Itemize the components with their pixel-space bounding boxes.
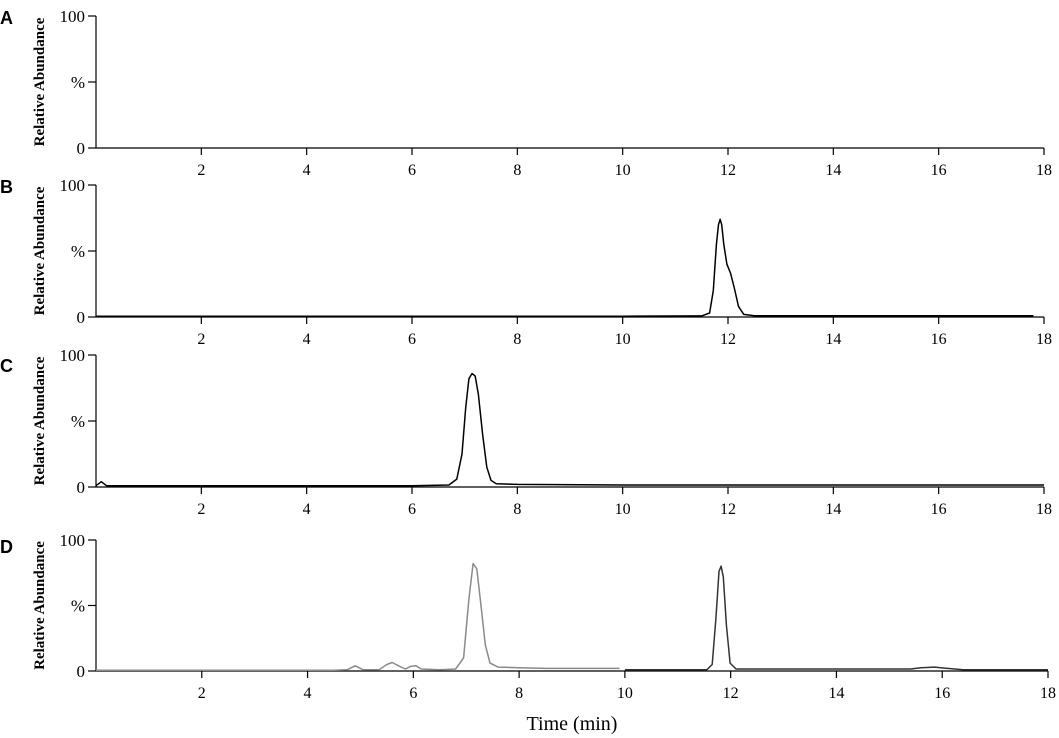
x-tick-label: 16 bbox=[931, 162, 947, 179]
y-axis-label: Relative Abundance bbox=[32, 541, 48, 670]
y-tick-label: % bbox=[71, 412, 85, 431]
y-axis-label: Relative Abundance bbox=[32, 356, 48, 485]
panel-letter: D bbox=[0, 537, 13, 557]
x-tick-label: 6 bbox=[408, 331, 416, 348]
x-tick-label: 14 bbox=[825, 501, 841, 518]
chromatogram-trace bbox=[95, 372, 1044, 487]
x-tick-label: 10 bbox=[617, 685, 633, 702]
y-tick-label: 0 bbox=[77, 478, 86, 497]
panel-D: D Relative Abundance 0% 100 2 4 6 8 10 12 14 16 18 bbox=[0, 531, 1056, 702]
x-tick-label: 16 bbox=[934, 685, 950, 702]
x-tick-label: 12 bbox=[720, 501, 736, 518]
x-tick-label: 18 bbox=[1040, 685, 1056, 702]
x-tick-label: 18 bbox=[1036, 501, 1052, 518]
x-tick-label: 16 bbox=[931, 331, 947, 348]
x-tick-label: 8 bbox=[513, 501, 521, 518]
x-tick-label: 12 bbox=[723, 685, 739, 702]
panel-letter: C bbox=[0, 356, 13, 376]
y-tick-label: 100 bbox=[60, 531, 86, 550]
y-tick-label: 0 bbox=[77, 662, 86, 681]
x-tick-label: 18 bbox=[1036, 162, 1052, 179]
chromatogram-trace bbox=[96, 562, 620, 672]
x-tick-label: 4 bbox=[303, 501, 311, 518]
x-tick-label: 16 bbox=[931, 501, 947, 518]
x-tick-label: 6 bbox=[408, 501, 416, 518]
panel-letter: A bbox=[0, 8, 13, 28]
x-tick-label: 2 bbox=[198, 685, 206, 702]
y-tick-label: 100 bbox=[60, 7, 86, 26]
y-tick-label: % bbox=[71, 597, 85, 616]
x-tick-label: 2 bbox=[197, 331, 205, 348]
x-tick-label: 8 bbox=[515, 685, 523, 702]
x-tick-label: 6 bbox=[408, 162, 416, 179]
y-tick-label: % bbox=[71, 73, 85, 92]
panel-A: A Relative Abundance 0% 100 2 4 6 8 10 12 14 16 18 bbox=[0, 7, 1052, 179]
y-tick-label: 0 bbox=[77, 139, 86, 158]
y-tick-label: % bbox=[71, 242, 85, 261]
x-tick-label: 12 bbox=[720, 162, 736, 179]
x-tick-label: 18 bbox=[1036, 331, 1052, 348]
x-tick-label: 8 bbox=[513, 331, 521, 348]
panel-B: B Relative Abundance 0% 100 2 4 6 8 10 12 14 16 18 bbox=[0, 176, 1052, 348]
x-tick-label: 10 bbox=[615, 162, 631, 179]
x-tick-label: 2 bbox=[197, 162, 205, 179]
x-tick-label: 12 bbox=[720, 331, 736, 348]
y-axis-label: Relative Abundance bbox=[32, 186, 48, 315]
panel-C: C Relative Abundance 0% 100 2 4 6 8 10 12 14 16 18 bbox=[0, 346, 1052, 518]
x-tick-label: 14 bbox=[825, 162, 841, 179]
x-tick-label: 4 bbox=[303, 162, 311, 179]
chromatogram-trace bbox=[624, 565, 1048, 671]
x-axis-label: Time (min) bbox=[527, 713, 618, 735]
x-tick-label: 4 bbox=[304, 685, 312, 702]
x-tick-label: 14 bbox=[828, 685, 844, 702]
x-tick-label: 14 bbox=[825, 331, 841, 348]
x-tick-label: 2 bbox=[197, 501, 205, 518]
x-tick-label: 4 bbox=[303, 331, 311, 348]
panel-letter: B bbox=[0, 177, 13, 197]
y-tick-label: 100 bbox=[60, 346, 86, 365]
x-tick-label: 8 bbox=[513, 162, 521, 179]
y-tick-label: 0 bbox=[77, 308, 86, 327]
x-tick-label: 10 bbox=[615, 501, 631, 518]
y-tick-label: 100 bbox=[60, 176, 86, 195]
x-tick-label: 6 bbox=[409, 685, 417, 702]
y-axis-label: Relative Abundance bbox=[32, 17, 48, 146]
x-tick-label: 10 bbox=[615, 331, 631, 348]
chromatogram-trace bbox=[95, 218, 1034, 318]
